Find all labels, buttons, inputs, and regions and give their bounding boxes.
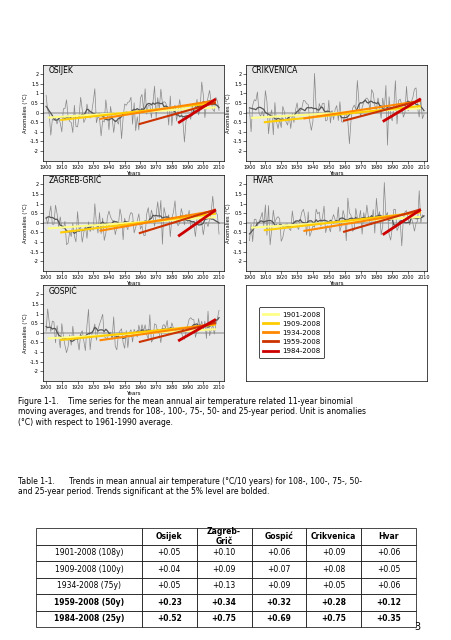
Text: GOSPIĆ: GOSPIĆ bbox=[48, 287, 77, 296]
Text: Figure 1-1.    Time series for the mean annual air temperature related 11-year b: Figure 1-1. Time series for the mean ann… bbox=[18, 397, 365, 427]
X-axis label: Years: Years bbox=[329, 281, 343, 286]
Y-axis label: Anomalies (°C): Anomalies (°C) bbox=[226, 93, 231, 132]
X-axis label: Years: Years bbox=[126, 281, 140, 286]
Text: HVAR: HVAR bbox=[251, 177, 272, 186]
Legend: 1901-2008, 1909-2008, 1934-2008, 1959-2008, 1984-2008: 1901-2008, 1909-2008, 1934-2008, 1959-20… bbox=[258, 307, 324, 358]
Text: ZAGREB-GRIĆ: ZAGREB-GRIĆ bbox=[48, 177, 101, 186]
X-axis label: Years: Years bbox=[329, 171, 343, 176]
Y-axis label: Anomalies (°C): Anomalies (°C) bbox=[23, 203, 28, 243]
Text: OSIJEK: OSIJEK bbox=[48, 67, 73, 76]
Text: CRIKVENICA: CRIKVENICA bbox=[251, 67, 298, 76]
X-axis label: Years: Years bbox=[126, 391, 140, 396]
X-axis label: Years: Years bbox=[126, 171, 140, 176]
Y-axis label: Anomalies (°C): Anomalies (°C) bbox=[23, 93, 28, 132]
Y-axis label: Anomalies (°C): Anomalies (°C) bbox=[23, 313, 28, 353]
Y-axis label: Anomalies (°C): Anomalies (°C) bbox=[226, 203, 231, 243]
Text: Table 1-1.      Trends in mean annual air temperature (°C/10 years) for 108-, 10: Table 1-1. Trends in mean annual air tem… bbox=[18, 477, 361, 496]
Text: 3: 3 bbox=[413, 622, 419, 632]
